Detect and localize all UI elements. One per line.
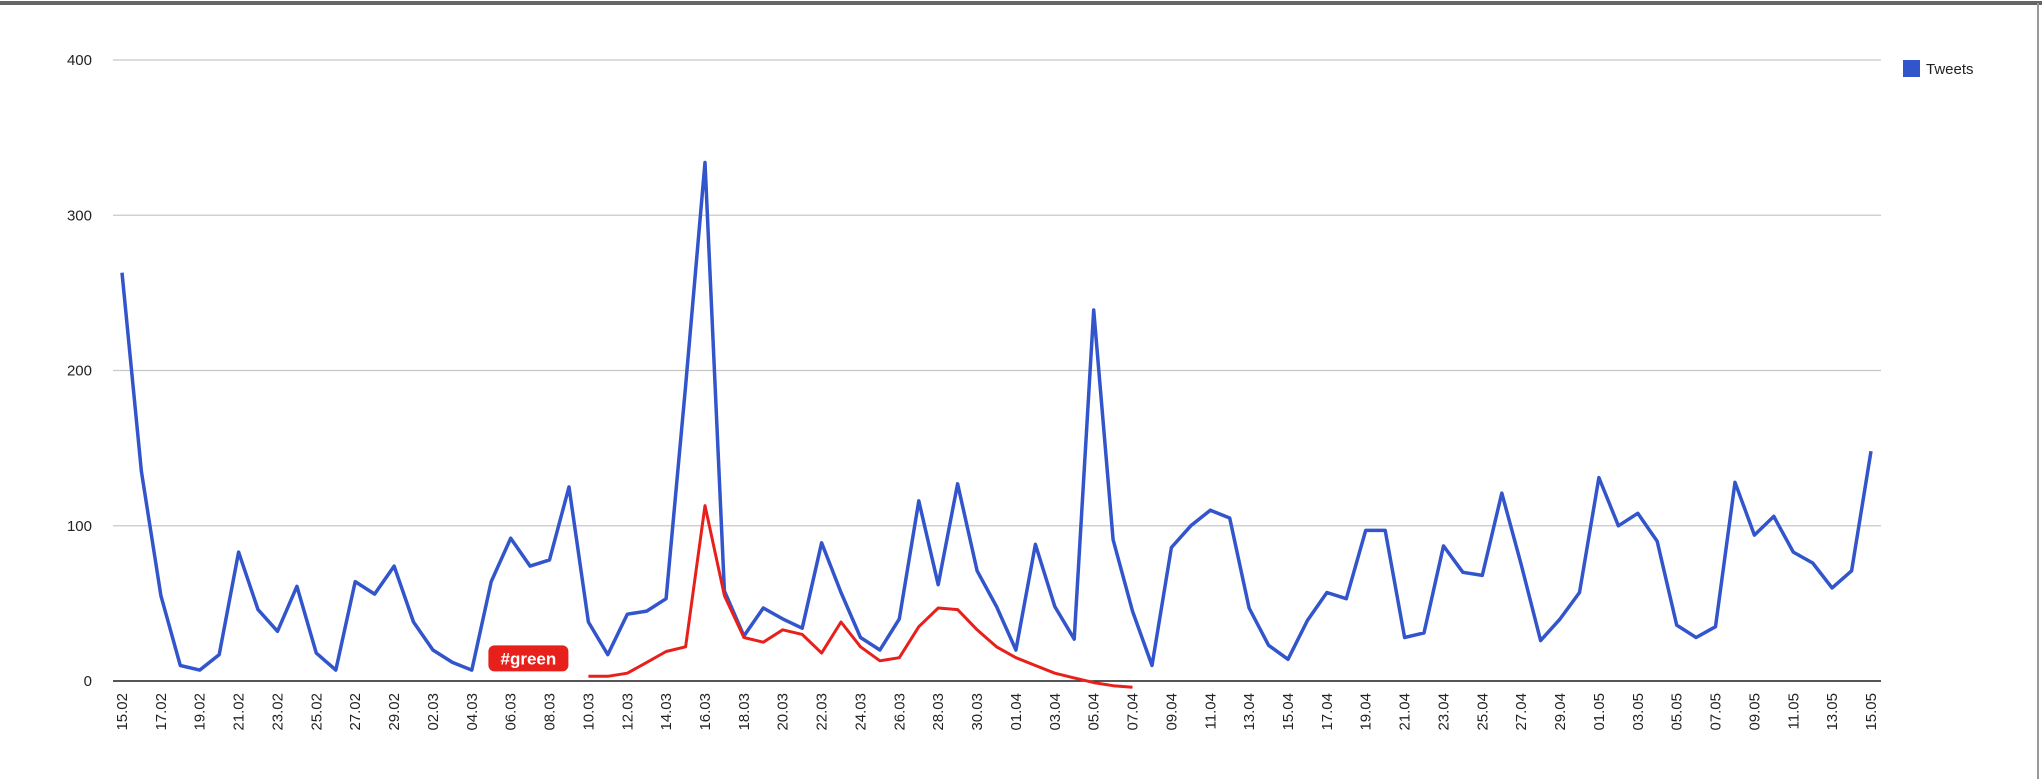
x-tick-label: 16.03 [697,693,714,731]
x-tick-label: 11.04 [1202,693,1219,729]
overlay-line [588,504,1133,689]
overlay-label-box [488,645,569,672]
x-tick-label: 18.03 [736,693,753,731]
x-tick-label: 03.04 [1047,693,1064,731]
x-tick-label: 27.02 [347,693,364,731]
y-tick-label: 400 [67,52,92,69]
x-tick-label: 07.05 [1708,693,1725,731]
line-series [120,160,1873,672]
x-tick-label: 10.03 [580,693,597,731]
y-tick-label: 0 [84,673,92,690]
x-tick-label: 06.03 [503,693,520,731]
x-tick-label: 26.03 [891,693,908,731]
x-tick-label: 14.03 [658,693,675,731]
x-tick-label: 08.03 [542,693,559,731]
y-tick-label: 100 [67,518,92,535]
legend-label: Tweets [1926,61,1974,78]
x-tick-label: 13.05 [1824,693,1841,731]
x-tick-label: 01.04 [1008,693,1025,731]
x-tick-label: 15.04 [1280,693,1297,731]
x-tick-label: 02.03 [425,693,442,731]
x-tick-label: 04.03 [464,693,481,731]
x-tick-label: 30.03 [969,693,986,731]
x-tick-label: 05.05 [1669,693,1686,731]
x-tick-label: 20.03 [775,693,792,731]
y-tick-label: 200 [67,363,92,380]
x-tick-label: 09.05 [1746,693,1763,731]
x-tick-label: 21.04 [1397,693,1414,731]
x-tick-label: 29.02 [386,693,403,731]
x-tick-label: 25.04 [1474,693,1491,731]
x-tick-label: 21.02 [231,693,248,731]
x-tick-label: 19.04 [1358,693,1375,731]
x-tick-label: 05.04 [1086,693,1103,731]
x-tick-label: 17.02 [153,693,170,731]
x-tick-label: 17.04 [1319,693,1336,731]
x-tick-label: 29.04 [1552,693,1569,731]
x-tick-label: 24.03 [852,693,869,731]
legend-swatch [1903,60,1920,77]
x-tick-label: 07.04 [1125,693,1142,731]
x-tick-label: 03.05 [1630,693,1647,731]
x-tick-label: 01.05 [1591,693,1608,731]
x-tick-label: 28.03 [930,693,947,731]
x-tick-label: 15.02 [114,693,131,731]
y-tick-label: 300 [67,207,92,224]
x-tick-label: 11.05 [1785,693,1802,729]
x-tick-label: 27.04 [1513,693,1530,731]
overlay-label: #green [501,649,557,668]
x-tick-label: 23.02 [269,693,286,731]
x-tick-label: 19.02 [192,693,209,731]
x-tick-label: 09.04 [1163,693,1180,731]
x-tick-label: 25.02 [308,693,325,731]
x-tick-label: 13.04 [1241,693,1258,731]
x-tick-label: 23.04 [1435,693,1452,731]
x-tick-label: 15.05 [1863,693,1880,731]
x-tick-label: 22.03 [814,693,831,731]
x-tick-label: 12.03 [619,693,636,731]
